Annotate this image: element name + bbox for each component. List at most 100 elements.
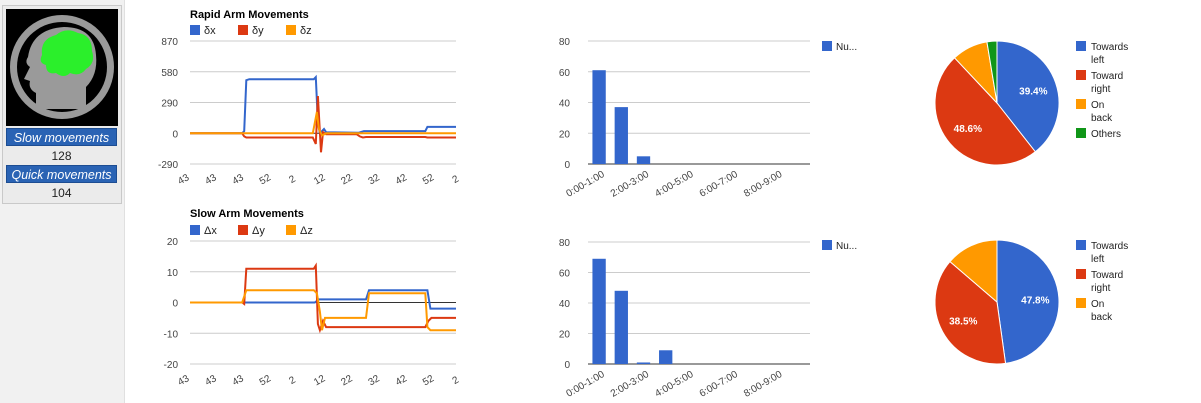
- pie-slice: [949, 239, 998, 304]
- x-tick-label: 43: [203, 373, 219, 388]
- y-tick-label: 580: [161, 68, 178, 79]
- series-line: [190, 74, 456, 136]
- x-tick-label: 2:00-3:00: [609, 369, 651, 400]
- legend-swatch: [1076, 41, 1086, 51]
- y-tick-label: -20: [164, 360, 179, 371]
- legend-swatch: [286, 225, 296, 235]
- legend-label: Towards left: [1091, 241, 1128, 265]
- x-tick-label: 32: [367, 172, 383, 187]
- quick-movements-button[interactable]: Quick movements: [6, 165, 117, 183]
- pie-slice: [996, 40, 1060, 153]
- slice-label: 47.8%: [1021, 295, 1049, 306]
- x-tick-label: 2: [287, 374, 298, 387]
- slow-movements-count: 128: [51, 149, 72, 163]
- slice-label: 48.6%: [954, 124, 982, 135]
- legend-label: On back: [1091, 100, 1113, 124]
- x-tick-label: 8:00-9:00: [742, 169, 784, 200]
- y-tick-label: 20: [559, 330, 571, 341]
- x-tick-label: 6:00-7:00: [698, 169, 740, 200]
- x-tick-label: 2: [451, 374, 462, 387]
- chart-title: Slow Arm Movements: [190, 208, 304, 220]
- x-tick-label: 4:00-5:00: [653, 369, 695, 400]
- x-tick-label: 12: [312, 373, 328, 388]
- legend-swatch: [286, 25, 296, 35]
- profile-card: Slow movements 128 Quick movements 104: [2, 5, 122, 204]
- slice-label: 38.5%: [949, 316, 977, 327]
- series-line: [190, 289, 456, 310]
- bar: [592, 70, 606, 164]
- x-tick-label: 43: [231, 172, 247, 187]
- legend-swatch: [238, 225, 248, 235]
- slow-movements-button[interactable]: Slow movements: [6, 128, 117, 146]
- x-tick-label: 2: [287, 173, 298, 186]
- brain-head-icon: [6, 9, 118, 126]
- x-tick-label: 52: [258, 373, 274, 388]
- legend-swatch: [190, 225, 200, 235]
- y-tick-label: 10: [167, 268, 179, 279]
- legend-swatch: [1076, 70, 1086, 80]
- x-tick-label: 43: [231, 373, 247, 388]
- y-tick-label: 0: [564, 360, 570, 371]
- legend-label: Δy: [252, 225, 265, 237]
- y-tick-label: 20: [167, 237, 179, 248]
- x-tick-label: 52: [421, 172, 437, 187]
- x-tick-label: 12: [312, 172, 328, 187]
- y-tick-label: 0: [172, 129, 178, 140]
- pie-slice: [996, 239, 1060, 364]
- legend-label: Toward right: [1091, 71, 1123, 95]
- legend-swatch: [822, 240, 832, 250]
- x-tick-label: 2:00-3:00: [609, 169, 651, 200]
- y-tick-label: 0: [564, 160, 570, 171]
- x-tick-label: 43: [176, 172, 192, 187]
- chart-title: Rapid Arm Movements: [190, 9, 309, 21]
- legend-swatch: [1076, 298, 1086, 308]
- legend-label: δz: [300, 25, 312, 37]
- pie-slice: [986, 40, 998, 104]
- x-tick-label: 32: [367, 373, 383, 388]
- line-chart-3: Slow Arm Movements Δx Δy Δz 20 10 0 -10 -20 43 43 4…: [164, 208, 462, 388]
- legend-swatch: [822, 41, 832, 51]
- x-tick-label: 22: [339, 373, 355, 388]
- bar: [614, 107, 628, 164]
- y-tick-label: -10: [164, 329, 179, 340]
- slice-label: 39.4%: [1019, 86, 1047, 97]
- bar: [636, 156, 651, 164]
- legend-swatch: [1076, 240, 1086, 250]
- pie-chart-2: 39.4% 48.6% Towards left Toward right On back Ot…: [934, 40, 1128, 166]
- legend-label: Toward right: [1091, 270, 1123, 294]
- y-tick-label: 60: [559, 68, 571, 79]
- legend-swatch: [1076, 128, 1086, 138]
- bar: [592, 258, 606, 364]
- legend-label: Δz: [300, 225, 313, 237]
- bar: [659, 350, 673, 364]
- x-tick-label: 52: [258, 172, 274, 187]
- legend-label: δy: [252, 25, 264, 37]
- pie-slice: [934, 57, 1037, 166]
- legend-swatch: [1076, 269, 1086, 279]
- x-tick-label: 43: [176, 373, 192, 388]
- x-tick-label: 0:00-1:00: [564, 369, 606, 400]
- pie-chart-5: 47.8% 38.5% Towards left Toward right On back: [934, 239, 1128, 365]
- x-tick-label: 8:00-9:00: [742, 369, 784, 400]
- legend-label: Nu...: [836, 42, 857, 53]
- legend-label: Δx: [204, 225, 217, 237]
- y-tick-label: 20: [559, 129, 571, 140]
- x-tick-label: 6:00-7:00: [698, 369, 740, 400]
- series-line: [190, 262, 456, 334]
- bar-chart-1: 80 60 40 20 00:00-1:00 2:00-3:00 4:00-5:00 6:00…: [559, 37, 857, 200]
- quick-movements-count: 104: [51, 186, 72, 200]
- legend-swatch: [190, 25, 200, 35]
- y-tick-label: 80: [559, 238, 571, 249]
- y-tick-label: 80: [559, 37, 571, 48]
- series-line: [190, 96, 456, 153]
- x-tick-label: 2: [451, 173, 462, 186]
- y-tick-label: 870: [161, 37, 178, 48]
- legend-label: Others: [1091, 129, 1121, 140]
- y-tick-label: 0: [172, 299, 178, 310]
- x-tick-label: 52: [421, 373, 437, 388]
- y-tick-label: 40: [559, 299, 571, 310]
- legend-label: Nu...: [836, 241, 857, 252]
- series-line: [190, 289, 456, 332]
- bar: [636, 362, 651, 364]
- legend-swatch: [1076, 99, 1086, 109]
